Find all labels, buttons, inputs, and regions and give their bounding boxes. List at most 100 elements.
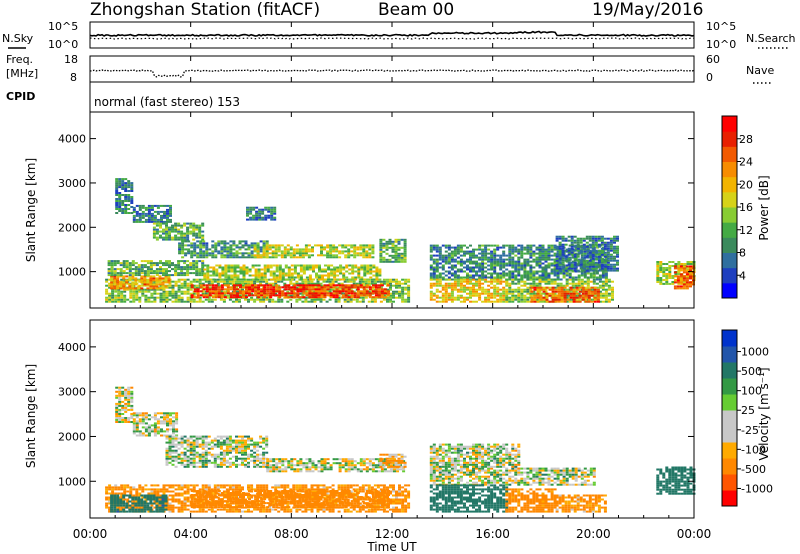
heatmap-cell [391, 256, 395, 259]
heatmap-cell [456, 250, 460, 253]
heatmap-cell [272, 294, 276, 297]
heatmap-cell [229, 286, 233, 289]
heatmap-cell [313, 286, 317, 289]
heatmap-cell [150, 204, 154, 207]
heatmap-cell [456, 270, 460, 273]
heatmap-cell [105, 280, 109, 283]
heatmap-cell [162, 268, 165, 271]
heatmap-cell [174, 300, 178, 303]
heatmap-cell [554, 300, 558, 303]
heatmap-cell [447, 254, 451, 257]
heatmap-cell [502, 280, 506, 283]
heatmap-cell [435, 282, 439, 285]
heatmap-cell [567, 247, 571, 250]
heatmap-cell [215, 272, 219, 275]
heatmap-cell [685, 273, 689, 276]
heatmap-cell [144, 208, 148, 211]
heatmap-cell [348, 278, 352, 281]
heatmap-cell [373, 298, 377, 301]
heatmap-cell [435, 250, 439, 253]
heatmap-cell [493, 296, 497, 299]
heatmap-cell [315, 264, 318, 267]
heatmap-cell [438, 262, 442, 265]
heatmap-cell [260, 274, 264, 277]
heatmap-cell [432, 294, 436, 297]
heatmap-cell [435, 262, 439, 265]
heatmap-cell [374, 284, 378, 287]
heatmap-cell [269, 274, 273, 277]
heatmap-cell [113, 285, 117, 288]
heatmap-cell [107, 272, 111, 275]
heatmap-cell [214, 288, 218, 291]
heatmap-cell [541, 248, 545, 251]
heatmap-cell [174, 296, 178, 299]
colorbar-swatch [722, 191, 737, 208]
heatmap-cell [258, 210, 262, 213]
heatmap-cell [499, 282, 503, 285]
heatmap-cell [502, 254, 506, 257]
heatmap-cell [616, 237, 619, 240]
heatmap-cell [600, 259, 604, 262]
heatmap-cell [108, 298, 112, 301]
heatmap-cell [310, 290, 314, 293]
heatmap-cell [255, 214, 259, 217]
heatmap-cell [586, 268, 590, 271]
heatmap-cell [129, 292, 133, 295]
heatmap-cell [586, 252, 590, 255]
heatmap-cell [435, 260, 439, 263]
heatmap-cell [190, 296, 194, 299]
heatmap-cell [311, 254, 314, 257]
heatmap-cell [127, 194, 131, 196]
heatmap-cell [447, 296, 451, 299]
heatmap-cell [140, 268, 144, 271]
heatmap-cell [659, 281, 663, 283]
heatmap-cell [475, 278, 478, 281]
heatmap-cell [159, 488, 163, 491]
heatmap-cell [502, 290, 506, 293]
heatmap-cell [362, 294, 366, 297]
heatmap-cell [508, 278, 512, 281]
heatmap-cell [193, 246, 197, 249]
heatmap-cell [346, 298, 350, 301]
heatmap-cell [363, 270, 367, 273]
heatmap-cell [181, 256, 185, 259]
heatmap-cell [143, 281, 147, 284]
heatmap-cell [665, 279, 669, 281]
heatmap-cell [235, 290, 238, 293]
heatmap-cell [114, 484, 118, 487]
heatmap-cell [337, 298, 341, 301]
heatmap-cell [165, 490, 169, 493]
heatmap-cell [487, 248, 491, 251]
heatmap-cell [223, 256, 227, 259]
heatmap-cell [124, 182, 128, 185]
heatmap-cell [293, 286, 297, 289]
heatmap-cell [183, 272, 187, 275]
heatmap-cell [570, 239, 574, 242]
heatmap-cell [453, 266, 457, 269]
heatmap-cell [444, 298, 448, 301]
heatmap-cell [299, 274, 303, 277]
heatmap-cell [198, 234, 202, 237]
heatmap-cell [146, 279, 150, 282]
heatmap-cell [246, 206, 249, 209]
heatmap-cell [216, 280, 220, 283]
heatmap-cell [327, 268, 331, 271]
heatmap-cell [353, 286, 357, 289]
heatmap-cell [255, 218, 259, 221]
heatmap-cell [432, 278, 436, 281]
heatmap-cell [379, 280, 383, 283]
heatmap-cell [267, 208, 271, 211]
heatmap-cell [401, 298, 405, 301]
heatmap-cell [223, 254, 227, 257]
heatmap-cell [585, 245, 589, 248]
heatmap-cell [332, 290, 336, 293]
heatmap-cell [168, 486, 172, 489]
heatmap-cell [295, 282, 299, 285]
heatmap-cell [403, 242, 407, 245]
heatmap-cell [604, 298, 608, 301]
heatmap-cell [572, 294, 576, 297]
heatmap-cell [245, 284, 248, 287]
heatmap-cell [155, 232, 159, 235]
heatmap-cell [317, 254, 320, 257]
heatmap-cell [517, 278, 521, 281]
